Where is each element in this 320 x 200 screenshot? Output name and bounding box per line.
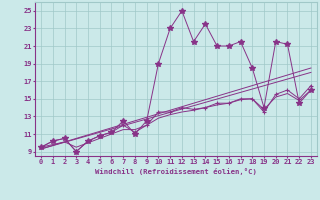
X-axis label: Windchill (Refroidissement éolien,°C): Windchill (Refroidissement éolien,°C): [95, 168, 257, 175]
